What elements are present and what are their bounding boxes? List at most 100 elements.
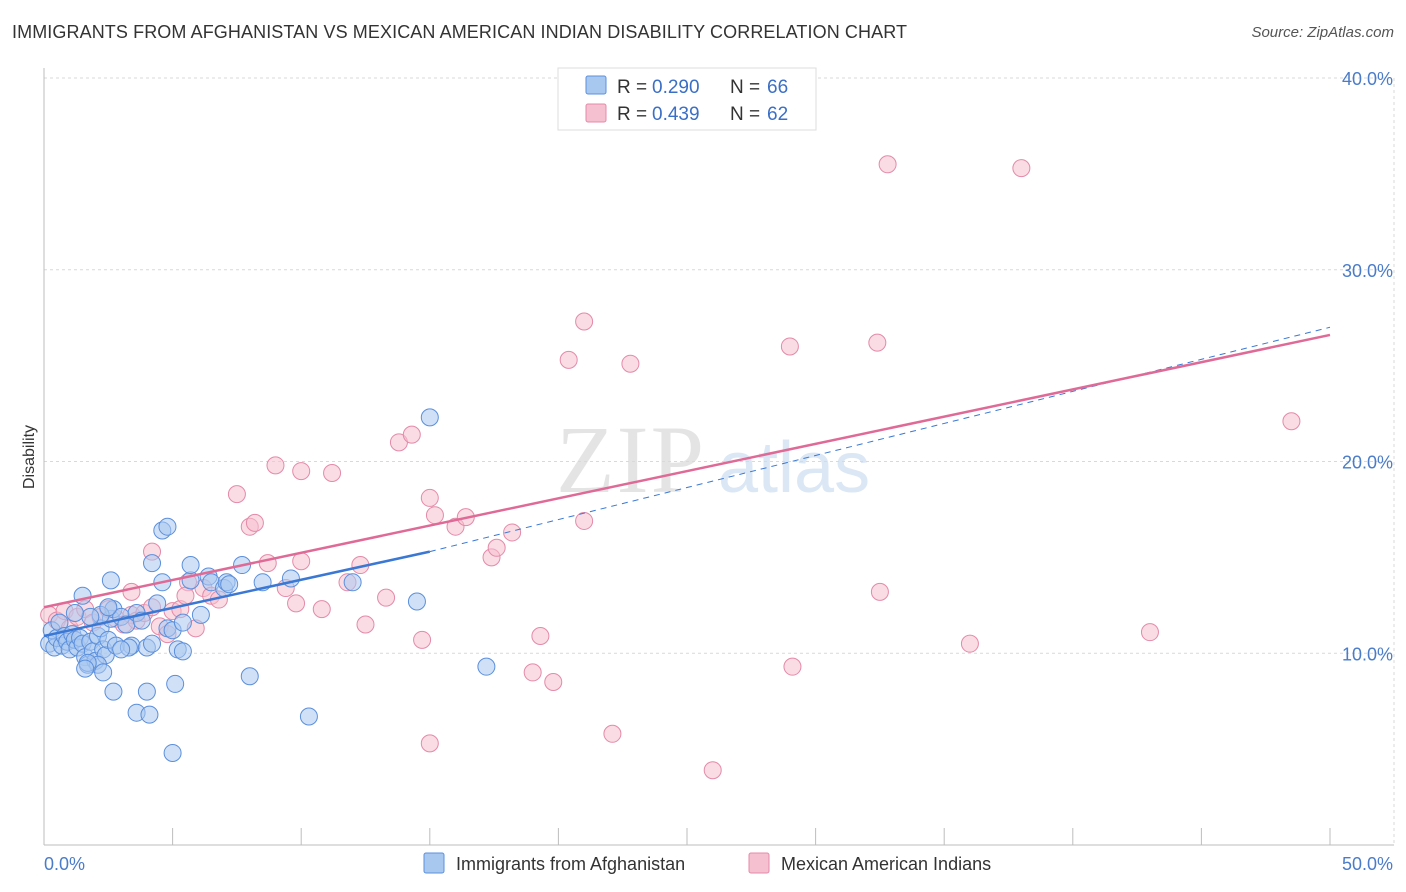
watermark-zip: ZIP [556, 406, 706, 513]
mexican-american-indians-point-53 [531, 626, 550, 645]
afghanistan-point-55 [140, 705, 159, 724]
afghanistan-point-52 [104, 682, 123, 701]
mexican-american-indians-trend-line [43, 333, 1331, 609]
afghanistan-point-40 [73, 586, 92, 605]
mexican-american-indians-point-44 [413, 630, 432, 649]
mexican-american-indians-point-30 [258, 554, 277, 573]
series-immigrants-afghanistan-points [40, 408, 496, 762]
afghanistan-point-76 [407, 592, 426, 611]
afghanistan-point-58 [143, 554, 162, 573]
mexican-american-indians-point-33 [287, 594, 306, 613]
afghanistan-point-77 [163, 743, 182, 762]
mexican-american-indians-point-67 [960, 634, 979, 653]
legend-n-label-1: N = [730, 77, 760, 98]
afghanistan-point-51 [112, 640, 131, 659]
legend-swatch-pink [585, 103, 607, 123]
mexican-american-indians-point-40 [356, 615, 375, 634]
legend-r-value-2: 0.439 [652, 104, 700, 125]
mexican-american-indians-point-70 [420, 734, 439, 753]
watermark-atlas: atlas [718, 428, 870, 508]
mexican-american-indians-point-54 [544, 673, 563, 692]
mexican-american-indians-point-27 [227, 485, 246, 504]
x-axis-ticks [172, 828, 1331, 845]
mexican-american-indians-point-59 [621, 354, 640, 373]
mexican-american-indians-point-63 [870, 582, 889, 601]
mexican-american-indians-point-46 [425, 506, 444, 525]
mexican-american-indians-point-36 [292, 462, 311, 481]
mexican-american-indians-point-66 [1140, 623, 1159, 642]
afghanistan-point-75 [420, 408, 439, 427]
afghanistan-point-53 [173, 642, 192, 661]
afghanistan-point-71 [181, 556, 200, 575]
bottom-legend-label-mexican-american-indians: Mexican American Indians [781, 854, 991, 874]
afghanistan-point-56 [137, 682, 156, 701]
legend-n-value-1: 66 [767, 77, 788, 98]
series-legend: Immigrants from Afghanistan Mexican Amer… [423, 852, 991, 874]
afghanistan-point-69 [240, 667, 259, 686]
x-axis-tick-labels: 0.0% 50.0% [44, 854, 1393, 874]
mexican-american-indians-point-52 [523, 663, 542, 682]
chart-title: IMMIGRANTS FROM AFGHANISTAN VS MEXICAN A… [12, 22, 908, 42]
x-tick-label-min: 0.0% [44, 854, 85, 874]
mexican-american-indians-point-61 [780, 337, 799, 356]
mexican-american-indians-point-65 [1012, 159, 1031, 178]
mexican-american-indians-point-69 [1282, 412, 1301, 431]
mexican-american-indians-point-41 [377, 588, 396, 607]
mexican-american-indians-point-55 [559, 350, 578, 369]
legend-r-label-1: R = [617, 77, 647, 98]
afghanistan-point-78 [477, 657, 496, 676]
afghanistan-point-33 [143, 634, 162, 653]
bottom-legend-swatch-pink [748, 852, 770, 874]
mexican-american-indians-point-57 [575, 511, 594, 530]
bottom-legend-swatch-blue [423, 852, 445, 874]
mexican-american-indians-point-25 [176, 586, 195, 605]
legend-r-value-1: 0.290 [652, 77, 700, 98]
mexican-american-indians-point-56 [575, 312, 594, 331]
y-axis-tick-labels: 10.0% 20.0% 30.0% 40.0% [1342, 69, 1393, 664]
afghanistan-point-67 [191, 605, 210, 624]
mexican-american-indians-point-29 [245, 513, 264, 532]
x-tick-label-max: 50.0% [1342, 854, 1393, 874]
afghanistan-trend-line [43, 550, 431, 638]
mexican-american-indians-point-58 [603, 724, 622, 743]
source-credit: Source: ZipAtlas.com [1251, 24, 1394, 41]
legend-r-label-2: R = [617, 104, 647, 125]
mexican-american-indians-point-62 [868, 333, 887, 352]
legend-n-label-2: N = [730, 104, 760, 125]
mexican-american-indians-point-60 [703, 761, 722, 780]
correlation-legend: R = 0.290 N = 66 R = 0.439 N = 62 [557, 67, 817, 131]
mexican-american-indians-point-51 [503, 523, 522, 542]
mexican-american-indians-point-45 [420, 488, 439, 507]
afghanistan-point-43 [99, 598, 118, 617]
bottom-legend-label-afghanistan: Immigrants from Afghanistan [456, 854, 685, 874]
mexican-american-indians-point-37 [323, 464, 342, 483]
mexican-american-indians-point-64 [878, 155, 897, 174]
mexican-american-indians-point-35 [312, 600, 331, 619]
mexican-american-indians-point-50 [487, 538, 506, 557]
y-tick-label-3: 40.0% [1342, 69, 1393, 89]
grid-lines [44, 77, 1395, 845]
legend-n-value-2: 62 [767, 104, 788, 125]
legend-swatch-blue [585, 75, 607, 95]
afghanistan-trend-extension [429, 326, 1331, 553]
afghanistan-point-48 [94, 663, 113, 682]
mexican-american-indians-point-31 [266, 456, 285, 475]
afghanistan-point-42 [81, 607, 100, 626]
mexican-american-indians-point-68 [783, 657, 802, 676]
y-tick-label-2: 30.0% [1342, 261, 1393, 281]
afghanistan-point-44 [65, 603, 84, 622]
afghanistan-point-57 [166, 674, 185, 693]
y-tick-label-0: 10.0% [1342, 644, 1393, 664]
axes [43, 68, 1394, 846]
afghanistan-point-39 [173, 613, 192, 632]
afghanistan-point-74 [343, 573, 362, 592]
mexican-american-indians-point-24 [122, 582, 141, 601]
afghanistan-point-50 [76, 659, 95, 678]
afghanistan-point-73 [299, 707, 318, 726]
y-axis-label: Disability [21, 425, 38, 489]
afghanistan-point-45 [101, 571, 120, 590]
mexican-american-indians-point-43 [402, 425, 421, 444]
trend-lines [43, 326, 1331, 638]
afghanistan-point-68 [220, 575, 239, 594]
